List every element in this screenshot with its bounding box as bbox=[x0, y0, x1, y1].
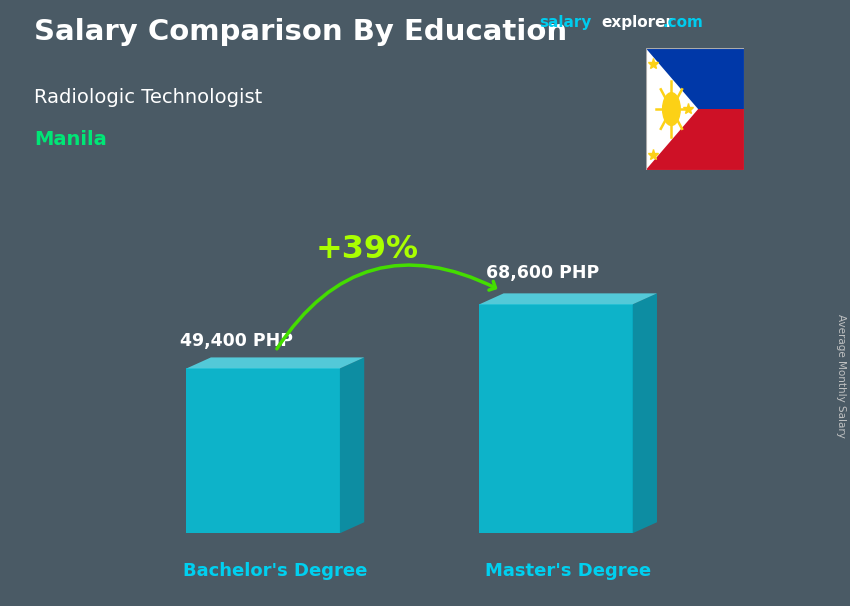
Text: Salary Comparison By Education: Salary Comparison By Education bbox=[34, 18, 567, 46]
Polygon shape bbox=[646, 48, 744, 109]
Text: +39%: +39% bbox=[315, 234, 418, 265]
Text: Bachelor's Degree: Bachelor's Degree bbox=[183, 562, 367, 580]
Polygon shape bbox=[186, 358, 364, 368]
Polygon shape bbox=[479, 293, 657, 304]
Text: Master's Degree: Master's Degree bbox=[485, 562, 651, 580]
Text: Radiologic Technologist: Radiologic Technologist bbox=[34, 88, 263, 107]
Text: 49,400 PHP: 49,400 PHP bbox=[179, 331, 292, 350]
Polygon shape bbox=[646, 48, 698, 170]
Text: Average Monthly Salary: Average Monthly Salary bbox=[836, 314, 846, 438]
Polygon shape bbox=[479, 304, 632, 533]
Polygon shape bbox=[646, 109, 744, 170]
Polygon shape bbox=[186, 368, 340, 533]
Text: 68,600 PHP: 68,600 PHP bbox=[486, 264, 599, 282]
Text: .com: .com bbox=[663, 15, 704, 30]
Circle shape bbox=[663, 93, 680, 125]
Text: explorer: explorer bbox=[601, 15, 673, 30]
Text: Manila: Manila bbox=[34, 130, 107, 149]
Polygon shape bbox=[340, 358, 364, 533]
Text: salary: salary bbox=[540, 15, 592, 30]
Polygon shape bbox=[632, 293, 657, 533]
